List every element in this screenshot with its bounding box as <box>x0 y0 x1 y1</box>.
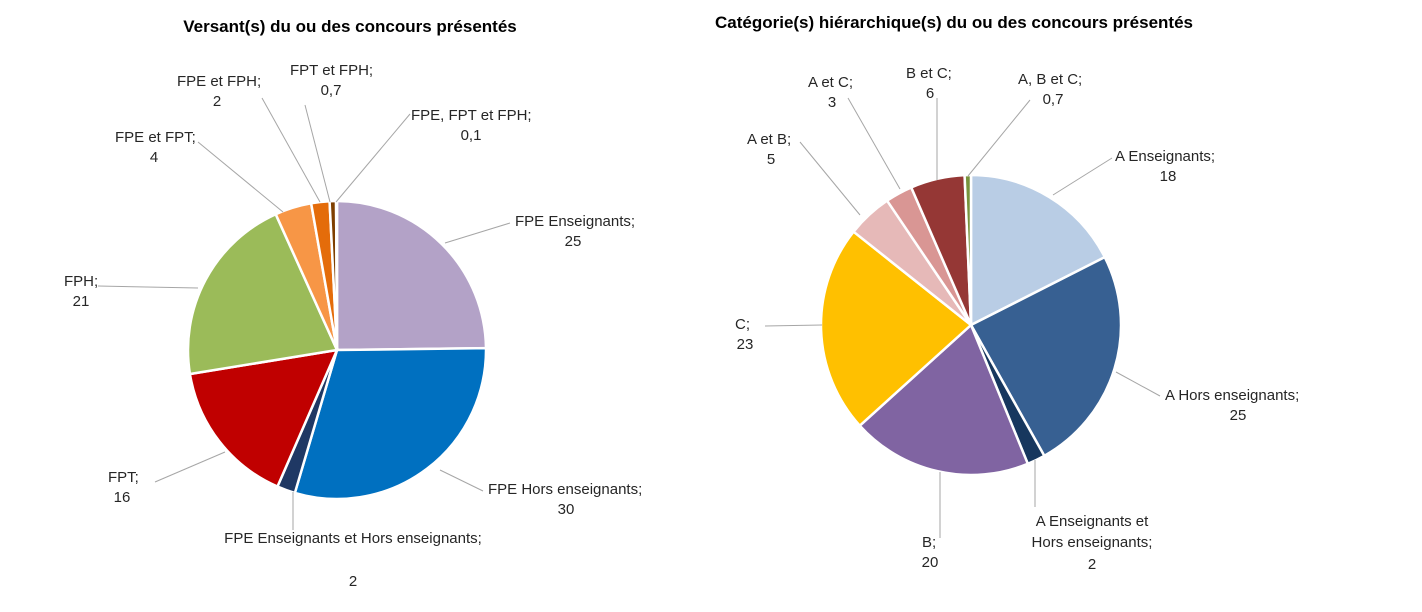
data-label: Hors enseignants; <box>1032 534 1153 551</box>
data-label: FPE Enseignants; 25 <box>515 213 635 250</box>
leader-line <box>847 97 901 190</box>
data-label: FPH; 21 <box>64 273 98 310</box>
data-label: A et C; 3 <box>808 74 853 111</box>
pie-slice <box>293 346 488 501</box>
data-label: FPE, FPT et FPH; 0,1 <box>411 107 532 144</box>
leader-line <box>799 141 861 216</box>
data-label: A Enseignants; 18 <box>1115 148 1215 185</box>
data-label: FPE et FPH; 2 <box>177 73 261 110</box>
pie-slice <box>188 348 340 489</box>
leader-line <box>97 285 199 289</box>
leader-line <box>335 113 411 203</box>
chart-title: Versant(s) du ou des concours présentés <box>183 17 516 36</box>
data-label: 2 <box>349 573 357 590</box>
data-label: FPE Enseignants et Hors enseignants; <box>224 530 482 547</box>
leader-line <box>261 97 321 203</box>
leader-line <box>197 141 284 213</box>
data-label: A et B; 5 <box>747 131 791 168</box>
pie-slice <box>335 199 488 352</box>
data-label: A Enseignants et <box>1036 513 1149 530</box>
chart-title: Catégorie(s) hiérarchique(s) du ou des c… <box>715 13 1193 32</box>
leader-line <box>304 104 331 203</box>
data-label: C; 23 <box>735 316 753 353</box>
data-label: B et C; 6 <box>906 65 952 102</box>
pie-slice <box>819 229 973 428</box>
leader-line <box>1052 157 1113 196</box>
data-label: FPT; 16 <box>108 469 139 506</box>
pie-slice <box>334 199 339 351</box>
data-label: B; 20 <box>922 534 939 571</box>
data-label: 2 <box>1088 556 1096 573</box>
data-label: A Hors enseignants; 25 <box>1165 387 1299 424</box>
leader-line <box>1115 371 1161 397</box>
pie-chart-versants: Versant(s) du ou des concours présentés … <box>64 17 642 590</box>
pie-slice <box>969 173 1107 328</box>
pie-slice <box>963 173 973 326</box>
leader-line <box>154 451 226 483</box>
pie-chart-categories: Catégorie(s) hiérarchique(s) du ou des c… <box>715 13 1299 573</box>
data-label: A, B et C; 0,7 <box>1018 71 1082 108</box>
data-label: FPE et FPT; 4 <box>115 129 196 166</box>
leader-line <box>444 222 511 244</box>
leader-line <box>764 324 823 327</box>
data-label: FPT et FPH; 0,7 <box>290 62 373 99</box>
data-label: FPE Hors enseignants; 30 <box>488 481 642 518</box>
leader-line <box>439 469 484 492</box>
pie-slice <box>969 255 1123 458</box>
leader-line <box>967 99 1031 177</box>
pie-slice <box>186 212 339 376</box>
pie-slice <box>858 322 1030 477</box>
